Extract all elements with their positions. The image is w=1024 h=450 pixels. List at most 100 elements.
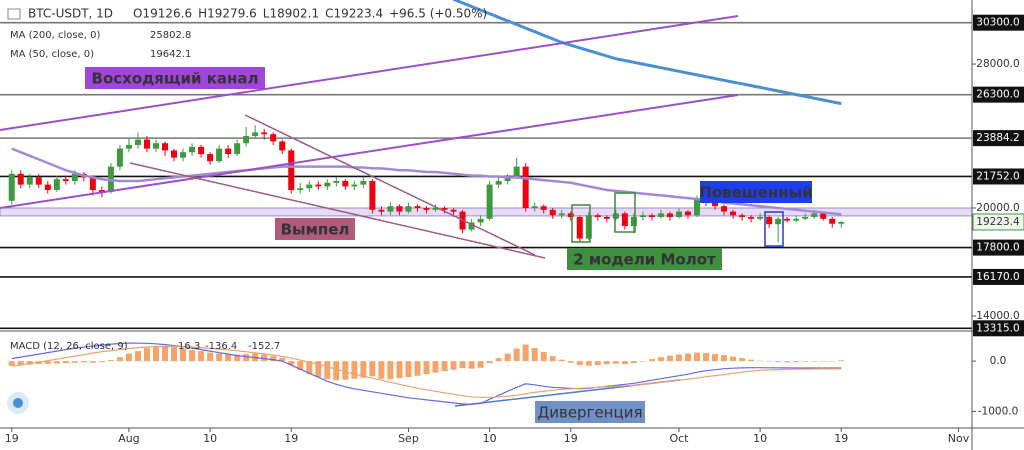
macd-histogram-bar bbox=[459, 361, 466, 369]
candle-body bbox=[576, 217, 583, 239]
x-tick-label: 19 bbox=[5, 432, 19, 445]
candle-body bbox=[405, 206, 412, 212]
candle-body bbox=[477, 218, 484, 223]
level-tag bbox=[973, 320, 1024, 337]
level-tag bbox=[973, 14, 1024, 31]
candle-body bbox=[180, 152, 187, 158]
candle-body bbox=[811, 213, 818, 218]
candle-body bbox=[504, 177, 511, 182]
price-pane bbox=[0, 0, 972, 330]
macd-histogram-bar bbox=[748, 359, 755, 362]
macd-histogram-bar bbox=[594, 361, 601, 366]
macd-histogram-bar bbox=[288, 361, 295, 366]
macd-histogram-bar bbox=[712, 354, 719, 362]
change: +96.5 (+0.50%) bbox=[389, 7, 487, 21]
candle-body bbox=[820, 213, 827, 219]
candle-body bbox=[585, 215, 592, 239]
candle-body bbox=[603, 217, 610, 219]
level-label: 21752.0 bbox=[976, 170, 1019, 182]
macd-value: 16.3 bbox=[178, 341, 200, 352]
macd-histogram-bar bbox=[423, 361, 430, 375]
candle-body bbox=[189, 146, 196, 153]
macd-histogram-bar bbox=[612, 361, 619, 364]
candle-body bbox=[675, 211, 682, 218]
macd-histogram-bar bbox=[324, 361, 331, 380]
candle-body bbox=[225, 148, 232, 155]
candle-body bbox=[639, 215, 646, 218]
candle-body bbox=[234, 143, 241, 155]
candle-body bbox=[802, 217, 809, 219]
macd-value: -152.7 bbox=[248, 341, 280, 352]
candle-body bbox=[252, 132, 259, 137]
candle-body bbox=[270, 134, 277, 142]
hammer-box bbox=[571, 204, 591, 243]
x-tick-label: Sep bbox=[398, 432, 419, 445]
macd-histogram-bar bbox=[387, 361, 394, 380]
symbol: BTC-USDT, 1D bbox=[28, 7, 113, 21]
annotation: 2 модели Молот bbox=[573, 251, 716, 269]
ohlc-prefix: O bbox=[133, 7, 142, 21]
ma-line bbox=[452, 0, 842, 106]
channel-line bbox=[0, 94, 739, 209]
candle-body bbox=[423, 208, 430, 210]
macd-histogram-bar bbox=[549, 356, 556, 362]
candle-body bbox=[171, 150, 178, 158]
macd-histogram-bar bbox=[829, 361, 836, 362]
macd-histogram-bar bbox=[486, 361, 493, 364]
ohlc-value: 18902.1 bbox=[269, 7, 319, 21]
pennant-line bbox=[129, 162, 546, 259]
candle-body bbox=[748, 217, 755, 219]
candle-body bbox=[378, 209, 385, 212]
level-tag bbox=[973, 268, 1024, 285]
ohlc-value: 19279.6 bbox=[207, 7, 257, 21]
macd-histogram-bar bbox=[216, 353, 223, 362]
macd-histogram-bar bbox=[657, 357, 664, 362]
support-band bbox=[0, 207, 972, 217]
x-tick-label: 10 bbox=[753, 432, 767, 445]
macd-histogram-bar bbox=[107, 360, 114, 362]
macd-histogram-bar bbox=[44, 361, 51, 364]
candle-body bbox=[540, 206, 547, 210]
macd-histogram-bar bbox=[225, 354, 232, 362]
annotation: Повешенный bbox=[699, 184, 812, 202]
candle-body bbox=[360, 181, 367, 185]
candle-body bbox=[531, 206, 538, 209]
macd-histogram-bar bbox=[315, 361, 322, 378]
macd-histogram-bar bbox=[450, 361, 457, 370]
level-tag bbox=[973, 239, 1024, 256]
macd-histogram-bar bbox=[89, 361, 96, 363]
annotation: Восходящий канал bbox=[92, 70, 259, 88]
macd-histogram-bar bbox=[441, 361, 448, 372]
overlay: 28000.0 20000.0 14000.0 30300.0 26300.0 23884… bbox=[5, 7, 1024, 445]
ohlc-prefix: H bbox=[198, 7, 207, 21]
macd-histogram-bar bbox=[504, 353, 511, 362]
macd-histogram-bar bbox=[766, 361, 773, 362]
ohlc-prefix: C bbox=[325, 7, 333, 21]
x-tick-label: Aug bbox=[118, 432, 139, 445]
macd-histogram-bar bbox=[234, 354, 241, 362]
candle-body bbox=[396, 206, 403, 212]
macd-line bbox=[11, 342, 842, 406]
candle-body bbox=[315, 184, 322, 187]
annotation: Дивергенция bbox=[538, 404, 643, 422]
macd-pane bbox=[8, 342, 845, 406]
candle-body bbox=[657, 213, 664, 218]
macd-value: -136.4 bbox=[205, 341, 237, 352]
candle-body bbox=[342, 181, 349, 187]
macd-histogram-bar bbox=[396, 361, 403, 379]
macd-histogram-bar bbox=[116, 357, 123, 362]
macd-histogram-bar bbox=[630, 361, 637, 364]
macd-histogram-bar bbox=[198, 351, 205, 362]
price-tag-label: 19223.4 bbox=[976, 216, 1020, 228]
candle-body bbox=[739, 215, 746, 218]
macd-histogram-bar bbox=[134, 351, 141, 362]
macd-histogram-bar bbox=[207, 352, 214, 362]
candle-body bbox=[279, 141, 286, 151]
macd-histogram-bar bbox=[8, 361, 15, 366]
macd-histogram-bar bbox=[648, 359, 655, 362]
macd-histogram-bar bbox=[189, 350, 196, 362]
candle-body bbox=[26, 177, 33, 185]
macd-histogram-bar bbox=[378, 361, 385, 379]
